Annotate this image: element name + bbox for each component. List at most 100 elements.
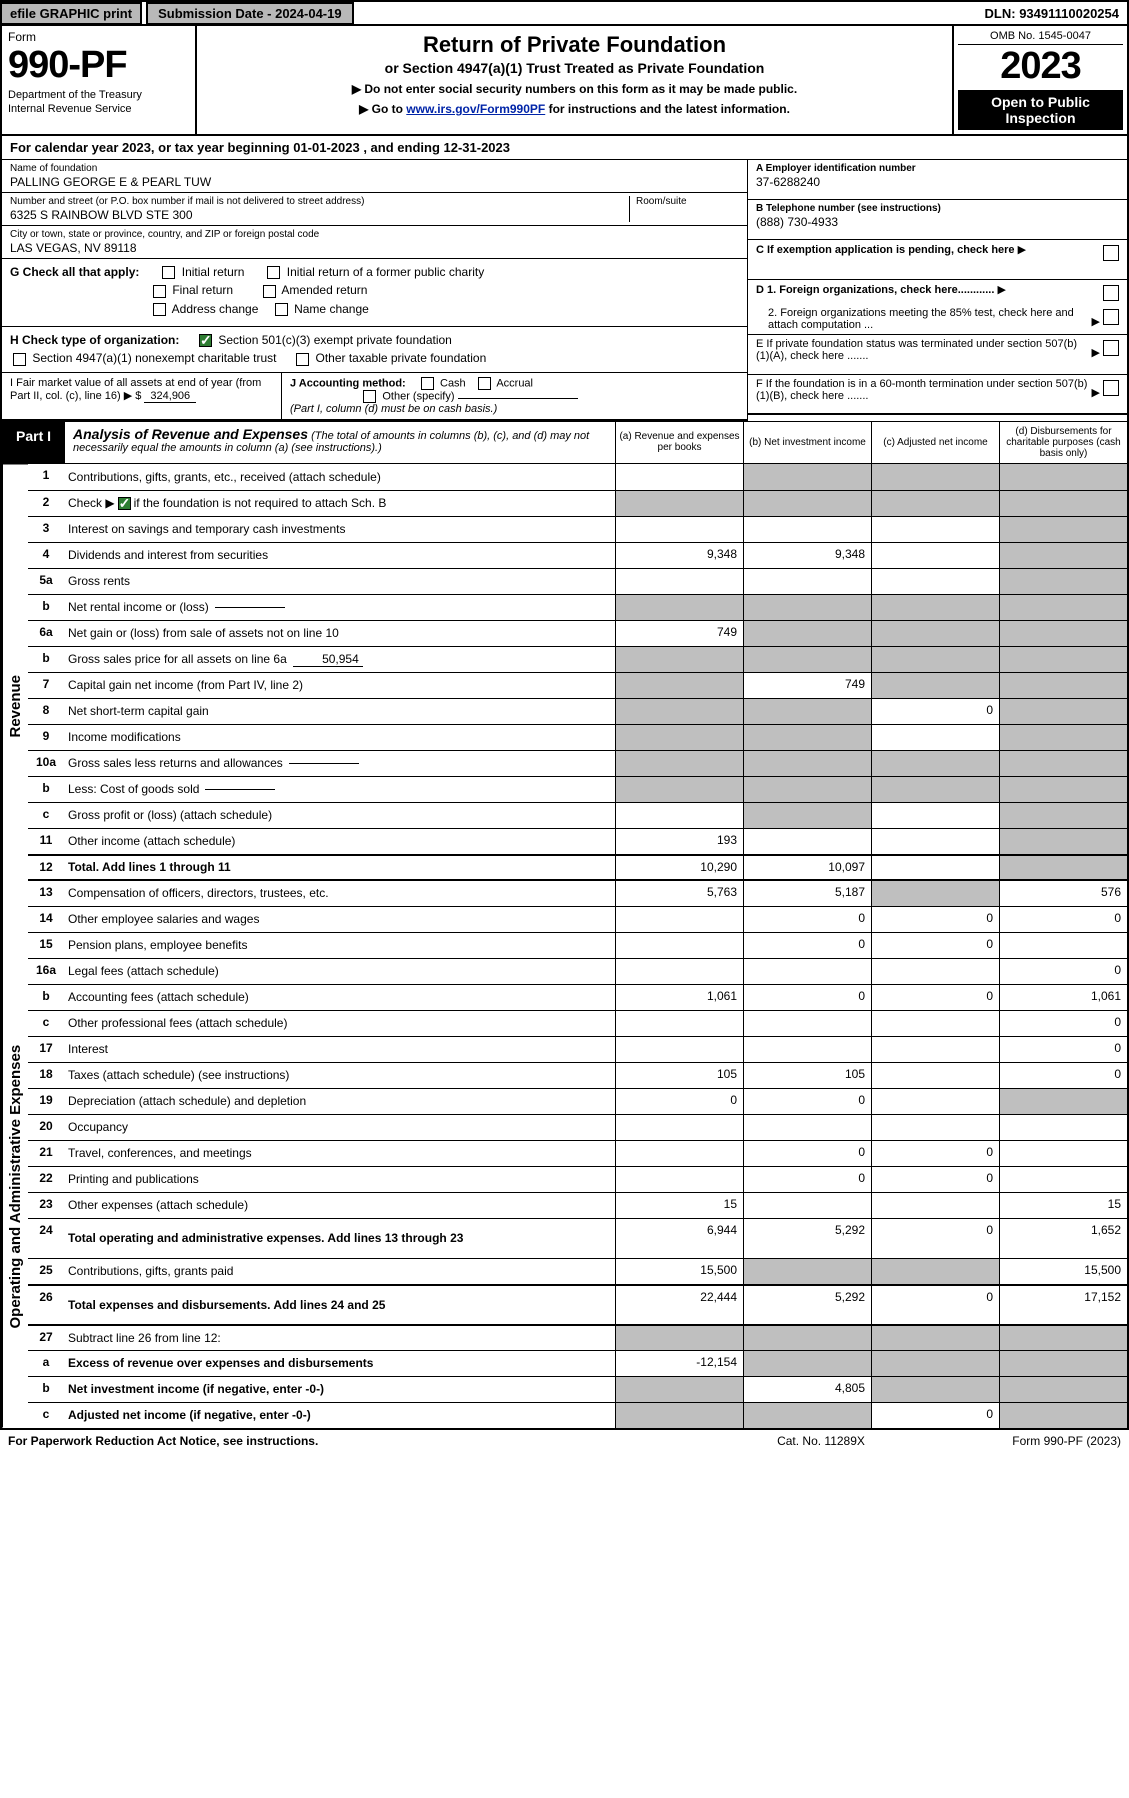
cell-b: [743, 595, 871, 620]
cell-c: 0: [871, 1403, 999, 1428]
chk-initial-former[interactable]: [267, 266, 280, 279]
section-g: G Check all that apply: Initial return I…: [2, 259, 747, 327]
header-right: OMB No. 1545-0047 2023 Open to Public In…: [952, 26, 1127, 134]
c-label: C If exemption application is pending, c…: [756, 244, 1015, 256]
cell-c: [871, 751, 999, 776]
f-label: F If the foundation is in a 60-month ter…: [756, 378, 1089, 402]
cell-d: 15,500: [999, 1259, 1127, 1284]
cell-a: [615, 1141, 743, 1166]
row-num: 1: [28, 464, 64, 490]
cell-c: [871, 856, 999, 879]
chk-other-method[interactable]: [363, 390, 376, 403]
cell-a: [615, 569, 743, 594]
row-num: 3: [28, 517, 64, 542]
cell-b: [743, 1115, 871, 1140]
e-cell: E If private foundation status was termi…: [748, 335, 1127, 375]
foundation-address: 6325 S RAINBOW BLVD STE 300: [10, 208, 629, 222]
info-grid: Name of foundation PALLING GEORGE E & PE…: [0, 160, 1129, 421]
form-note2: ▶ Go to www.irs.gov/Form990PF for instru…: [207, 102, 942, 116]
cell-b: [743, 569, 871, 594]
section-i-j: I Fair market value of all assets at end…: [2, 373, 747, 421]
cell-c: [871, 647, 999, 672]
r2-pre: Check ▶: [68, 496, 115, 510]
row-desc: Depreciation (attach schedule) and deple…: [64, 1089, 615, 1114]
cell-c: [871, 829, 999, 854]
row-desc: Accounting fees (attach schedule): [64, 985, 615, 1010]
table-row: 5a Gross rents: [28, 568, 1127, 594]
main-table: Revenue Operating and Administrative Exp…: [0, 464, 1129, 1430]
cell-c: [871, 777, 999, 802]
cell-a: [615, 933, 743, 958]
row-desc: Other employee salaries and wages: [64, 907, 615, 932]
row-num: 10a: [28, 751, 64, 776]
irs-link[interactable]: www.irs.gov/Form990PF: [406, 102, 545, 116]
table-row: c Adjusted net income (if negative, ente…: [28, 1402, 1127, 1428]
cell-d: 17,152: [999, 1286, 1127, 1324]
table-rows: 1 Contributions, gifts, grants, etc., re…: [28, 464, 1127, 1428]
cell-c: [871, 595, 999, 620]
chk-4947[interactable]: [13, 353, 26, 366]
cell-a: [615, 777, 743, 802]
chk-501c3[interactable]: [199, 334, 212, 347]
cell-c: 0: [871, 1167, 999, 1192]
cell-d: [999, 1089, 1127, 1114]
cell-a: [615, 647, 743, 672]
table-row: 9 Income modifications: [28, 724, 1127, 750]
cell-a: [615, 699, 743, 724]
chk-accrual[interactable]: [478, 377, 491, 390]
table-row: b Less: Cost of goods sold: [28, 776, 1127, 802]
cell-c: 0: [871, 699, 999, 724]
row-num: b: [28, 985, 64, 1010]
chk-other-taxable[interactable]: [296, 353, 309, 366]
table-row: 12 Total. Add lines 1 through 11 10,2901…: [28, 854, 1127, 880]
d2-label: 2. Foreign organizations meeting the 85%…: [756, 307, 1089, 331]
cell-a: -12,154: [615, 1351, 743, 1376]
table-row: 2 Check ▶ if the foundation is not requi…: [28, 490, 1127, 516]
form-number: 990-PF: [8, 44, 189, 87]
e-label: E If private foundation status was termi…: [756, 338, 1089, 362]
cell-d: [999, 725, 1127, 750]
row-num: 17: [28, 1037, 64, 1062]
chk-initial-return[interactable]: [162, 266, 175, 279]
row-desc: Occupancy: [64, 1115, 615, 1140]
cell-a: 10,290: [615, 856, 743, 879]
chk-schb[interactable]: [118, 497, 131, 510]
cell-c: [871, 1089, 999, 1114]
row-desc: Travel, conferences, and meetings: [64, 1141, 615, 1166]
cell-a: 105: [615, 1063, 743, 1088]
chk-c[interactable]: [1103, 245, 1119, 261]
chk-e[interactable]: [1103, 340, 1119, 356]
chk-cash[interactable]: [421, 377, 434, 390]
cell-d: 15: [999, 1193, 1127, 1218]
row-desc: Legal fees (attach schedule): [64, 959, 615, 984]
chk-d2[interactable]: [1103, 309, 1119, 325]
row-desc: Excess of revenue over expenses and disb…: [64, 1351, 615, 1376]
chk-final-return[interactable]: [153, 285, 166, 298]
vtab-expenses: Operating and Administrative Expenses: [2, 946, 28, 1428]
cell-b: 9,348: [743, 543, 871, 568]
c-cell: C If exemption application is pending, c…: [748, 240, 1127, 280]
cell-d: [999, 1403, 1127, 1428]
cell-b: 0: [743, 933, 871, 958]
chk-d1[interactable]: [1103, 285, 1119, 301]
table-row: b Accounting fees (attach schedule) 1,06…: [28, 984, 1127, 1010]
chk-name-change[interactable]: [275, 303, 288, 316]
cell-d: 0: [999, 959, 1127, 984]
cell-c: [871, 543, 999, 568]
row-desc: Total operating and administrative expen…: [64, 1219, 615, 1258]
row-desc: Net rental income or (loss): [64, 595, 615, 620]
table-row: b Gross sales price for all assets on li…: [28, 646, 1127, 672]
h-501c3: Section 501(c)(3) exempt private foundat…: [218, 333, 451, 347]
cell-d: [999, 491, 1127, 516]
cell-a: [615, 751, 743, 776]
part1-title-wrap: Analysis of Revenue and Expenses (The to…: [65, 422, 615, 463]
cell-b: [743, 699, 871, 724]
chk-address-change[interactable]: [153, 303, 166, 316]
chk-amended[interactable]: [263, 285, 276, 298]
efile-button[interactable]: efile GRAPHIC print: [0, 2, 142, 25]
cell-b: 0: [743, 985, 871, 1010]
cell-b: [743, 725, 871, 750]
cell-c: 0: [871, 1286, 999, 1324]
section-h: H Check type of organization: Section 50…: [2, 327, 747, 373]
chk-f[interactable]: [1103, 380, 1119, 396]
